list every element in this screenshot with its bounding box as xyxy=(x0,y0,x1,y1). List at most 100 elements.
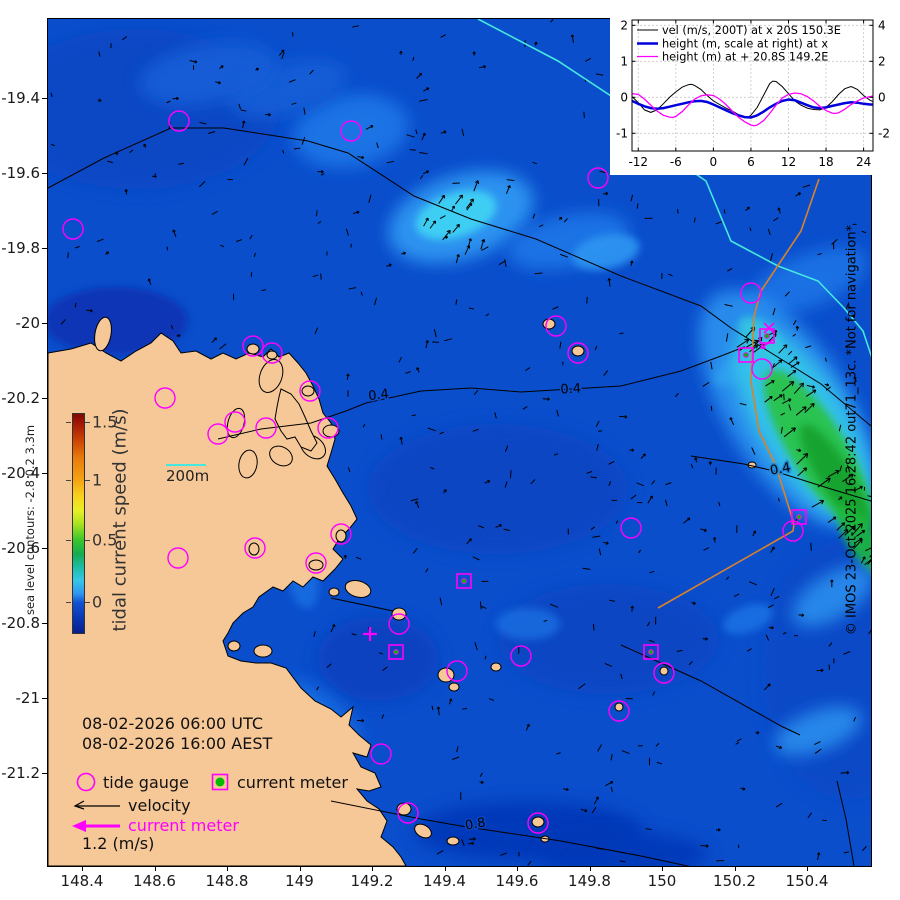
x-tick-label: 149.6 xyxy=(495,872,539,890)
tide-gauge-marker xyxy=(751,358,773,380)
x-tick-mark xyxy=(589,866,591,871)
tide-gauge-marker xyxy=(62,218,84,240)
x-tick-mark xyxy=(444,866,446,871)
datetime-local: 08-02-2026 16:00 AEST xyxy=(82,734,273,753)
tide-gauge-marker xyxy=(653,662,675,684)
svg-text:0.4: 0.4 xyxy=(560,381,581,397)
y-tick-label: -20.6 xyxy=(1,539,40,557)
svg-text:0.4: 0.4 xyxy=(769,460,792,478)
y-tick-mark xyxy=(42,698,47,699)
tide-gauge-marker xyxy=(567,342,589,364)
inset-timeseries-chart: -12 -6 0 6 12 18 24 2 1 0 -1 4 2 0 -2 vel (m/s, 200T) a… xyxy=(610,8,900,175)
y-tick-mark xyxy=(42,248,47,249)
y-tick-label: -21 xyxy=(15,689,41,707)
legend-current-meter: current meter xyxy=(208,770,348,794)
y-tick-mark xyxy=(42,773,47,774)
x-tick-label: 149.8 xyxy=(568,872,611,890)
tide-gauge-marker xyxy=(167,547,189,569)
tide-gauge-marker xyxy=(740,282,762,304)
inset-tick-label: 1 xyxy=(620,54,628,68)
current-meter-arrow-icon xyxy=(72,819,120,832)
inset-tick-label: 4 xyxy=(878,18,886,32)
svg-text:0.8: 0.8 xyxy=(464,815,487,833)
inset-tick-label: 0 xyxy=(620,90,628,104)
tide-gauge-marker xyxy=(168,110,190,132)
x-tick-mark xyxy=(299,866,301,871)
inset-tick-label: 2 xyxy=(878,54,886,68)
inset-tick-label: -1 xyxy=(616,126,628,140)
tide-gauge-marker xyxy=(207,423,229,445)
tide-gauge-marker xyxy=(244,537,266,559)
inset-tick-label: 2 xyxy=(620,18,628,32)
tide-gauge-marker xyxy=(370,743,392,765)
y-tick-label: -19.4 xyxy=(1,89,40,107)
isobath-200m-label: 200m xyxy=(166,467,210,485)
inset-tick-label: 6 xyxy=(747,155,755,169)
tide-gauge-marker xyxy=(545,315,567,337)
velocity-site-x-marker xyxy=(763,322,775,334)
y-tick-mark xyxy=(42,98,47,99)
x-tick-label: 149 xyxy=(285,872,314,890)
inset-legend-label: vel (m/s, 200T) at x 20S 150.3E xyxy=(662,24,841,37)
colorbar-tick-label: 0.5 xyxy=(92,530,118,550)
current-meter-marker xyxy=(388,644,404,660)
y-tick-mark xyxy=(42,548,47,549)
inset-tick-label: 0 xyxy=(710,155,718,169)
inset-tick-label: 0 xyxy=(878,90,886,104)
inset-tick-label: 24 xyxy=(856,155,871,169)
tide-gauge-icon xyxy=(76,772,96,792)
y-tick-label: -20 xyxy=(15,314,41,332)
tide-gauge-marker xyxy=(154,387,176,409)
height-site-plus-marker xyxy=(363,627,377,641)
isobath-200m-line xyxy=(166,464,206,466)
tide-gauge-marker xyxy=(608,700,630,722)
tide-gauge-marker xyxy=(261,342,283,364)
x-tick-label: 148.4 xyxy=(60,872,104,890)
x-tick-label: 149.2 xyxy=(350,872,394,890)
inset-legend-label: height (m) at + 20.8S 149.2E xyxy=(662,51,828,64)
credit-text: © IMOS 23-Oct-2025 16:28:42 out71_13c. *… xyxy=(844,224,860,636)
legend-tide-gauge-label: tide gauge xyxy=(103,772,189,792)
y-tick-label: -21.2 xyxy=(1,764,40,782)
speed-reference-label: 1.2 (m/s) xyxy=(82,834,155,853)
x-tick-mark xyxy=(734,866,736,871)
inset-series-1 xyxy=(632,98,873,119)
colorbar xyxy=(72,413,85,634)
x-tick-label: 150.2 xyxy=(713,872,756,890)
x-tick-mark xyxy=(662,866,663,871)
tide-gauge-marker xyxy=(340,120,362,142)
map-area: 0.4 0.4 0.4 0.8 xyxy=(47,18,872,867)
x-tick-mark xyxy=(517,866,518,871)
y-tick-label: -20.8 xyxy=(1,614,40,632)
inset-tick-label: -6 xyxy=(670,155,682,169)
y-tick-mark xyxy=(42,173,47,174)
tide-gauge-marker xyxy=(620,517,642,539)
colorbar-title: tidal current speed (m/s) xyxy=(109,408,131,632)
tide-gauge-marker xyxy=(782,520,804,542)
x-tick-mark xyxy=(227,866,228,871)
tide-gauge-marker xyxy=(397,802,419,824)
inset-series-0 xyxy=(632,80,873,119)
tide-gauge-marker xyxy=(446,660,468,682)
tide-gauge-marker xyxy=(299,380,321,402)
legend-tide-gauge: tide gauge xyxy=(74,770,189,794)
current-meter-marker xyxy=(791,509,807,525)
tide-gauge-marker xyxy=(242,335,264,357)
x-tick-mark xyxy=(154,866,156,871)
inset-tick-label: -12 xyxy=(628,155,648,169)
y-tick-mark xyxy=(42,473,47,474)
y-tick-label: -20.2 xyxy=(1,389,40,407)
colorbar-tick-label: 1.5 xyxy=(92,412,118,432)
x-tick-mark xyxy=(807,866,808,871)
x-tick-mark xyxy=(372,866,373,871)
y-tick-label: -20.4 xyxy=(1,464,40,482)
legend-velocity-label: velocity xyxy=(128,796,191,815)
legend-current-meter-label: current meter xyxy=(237,772,348,792)
x-tick-label: 150 xyxy=(647,872,677,890)
inset-legend-label: height (m, scale at right) at x xyxy=(662,38,828,51)
tide-gauge-marker xyxy=(587,167,609,189)
inset-tick-label: 18 xyxy=(818,155,833,169)
x-tick-label: 149.4 xyxy=(423,872,466,890)
tide-gauge-marker xyxy=(224,411,246,433)
